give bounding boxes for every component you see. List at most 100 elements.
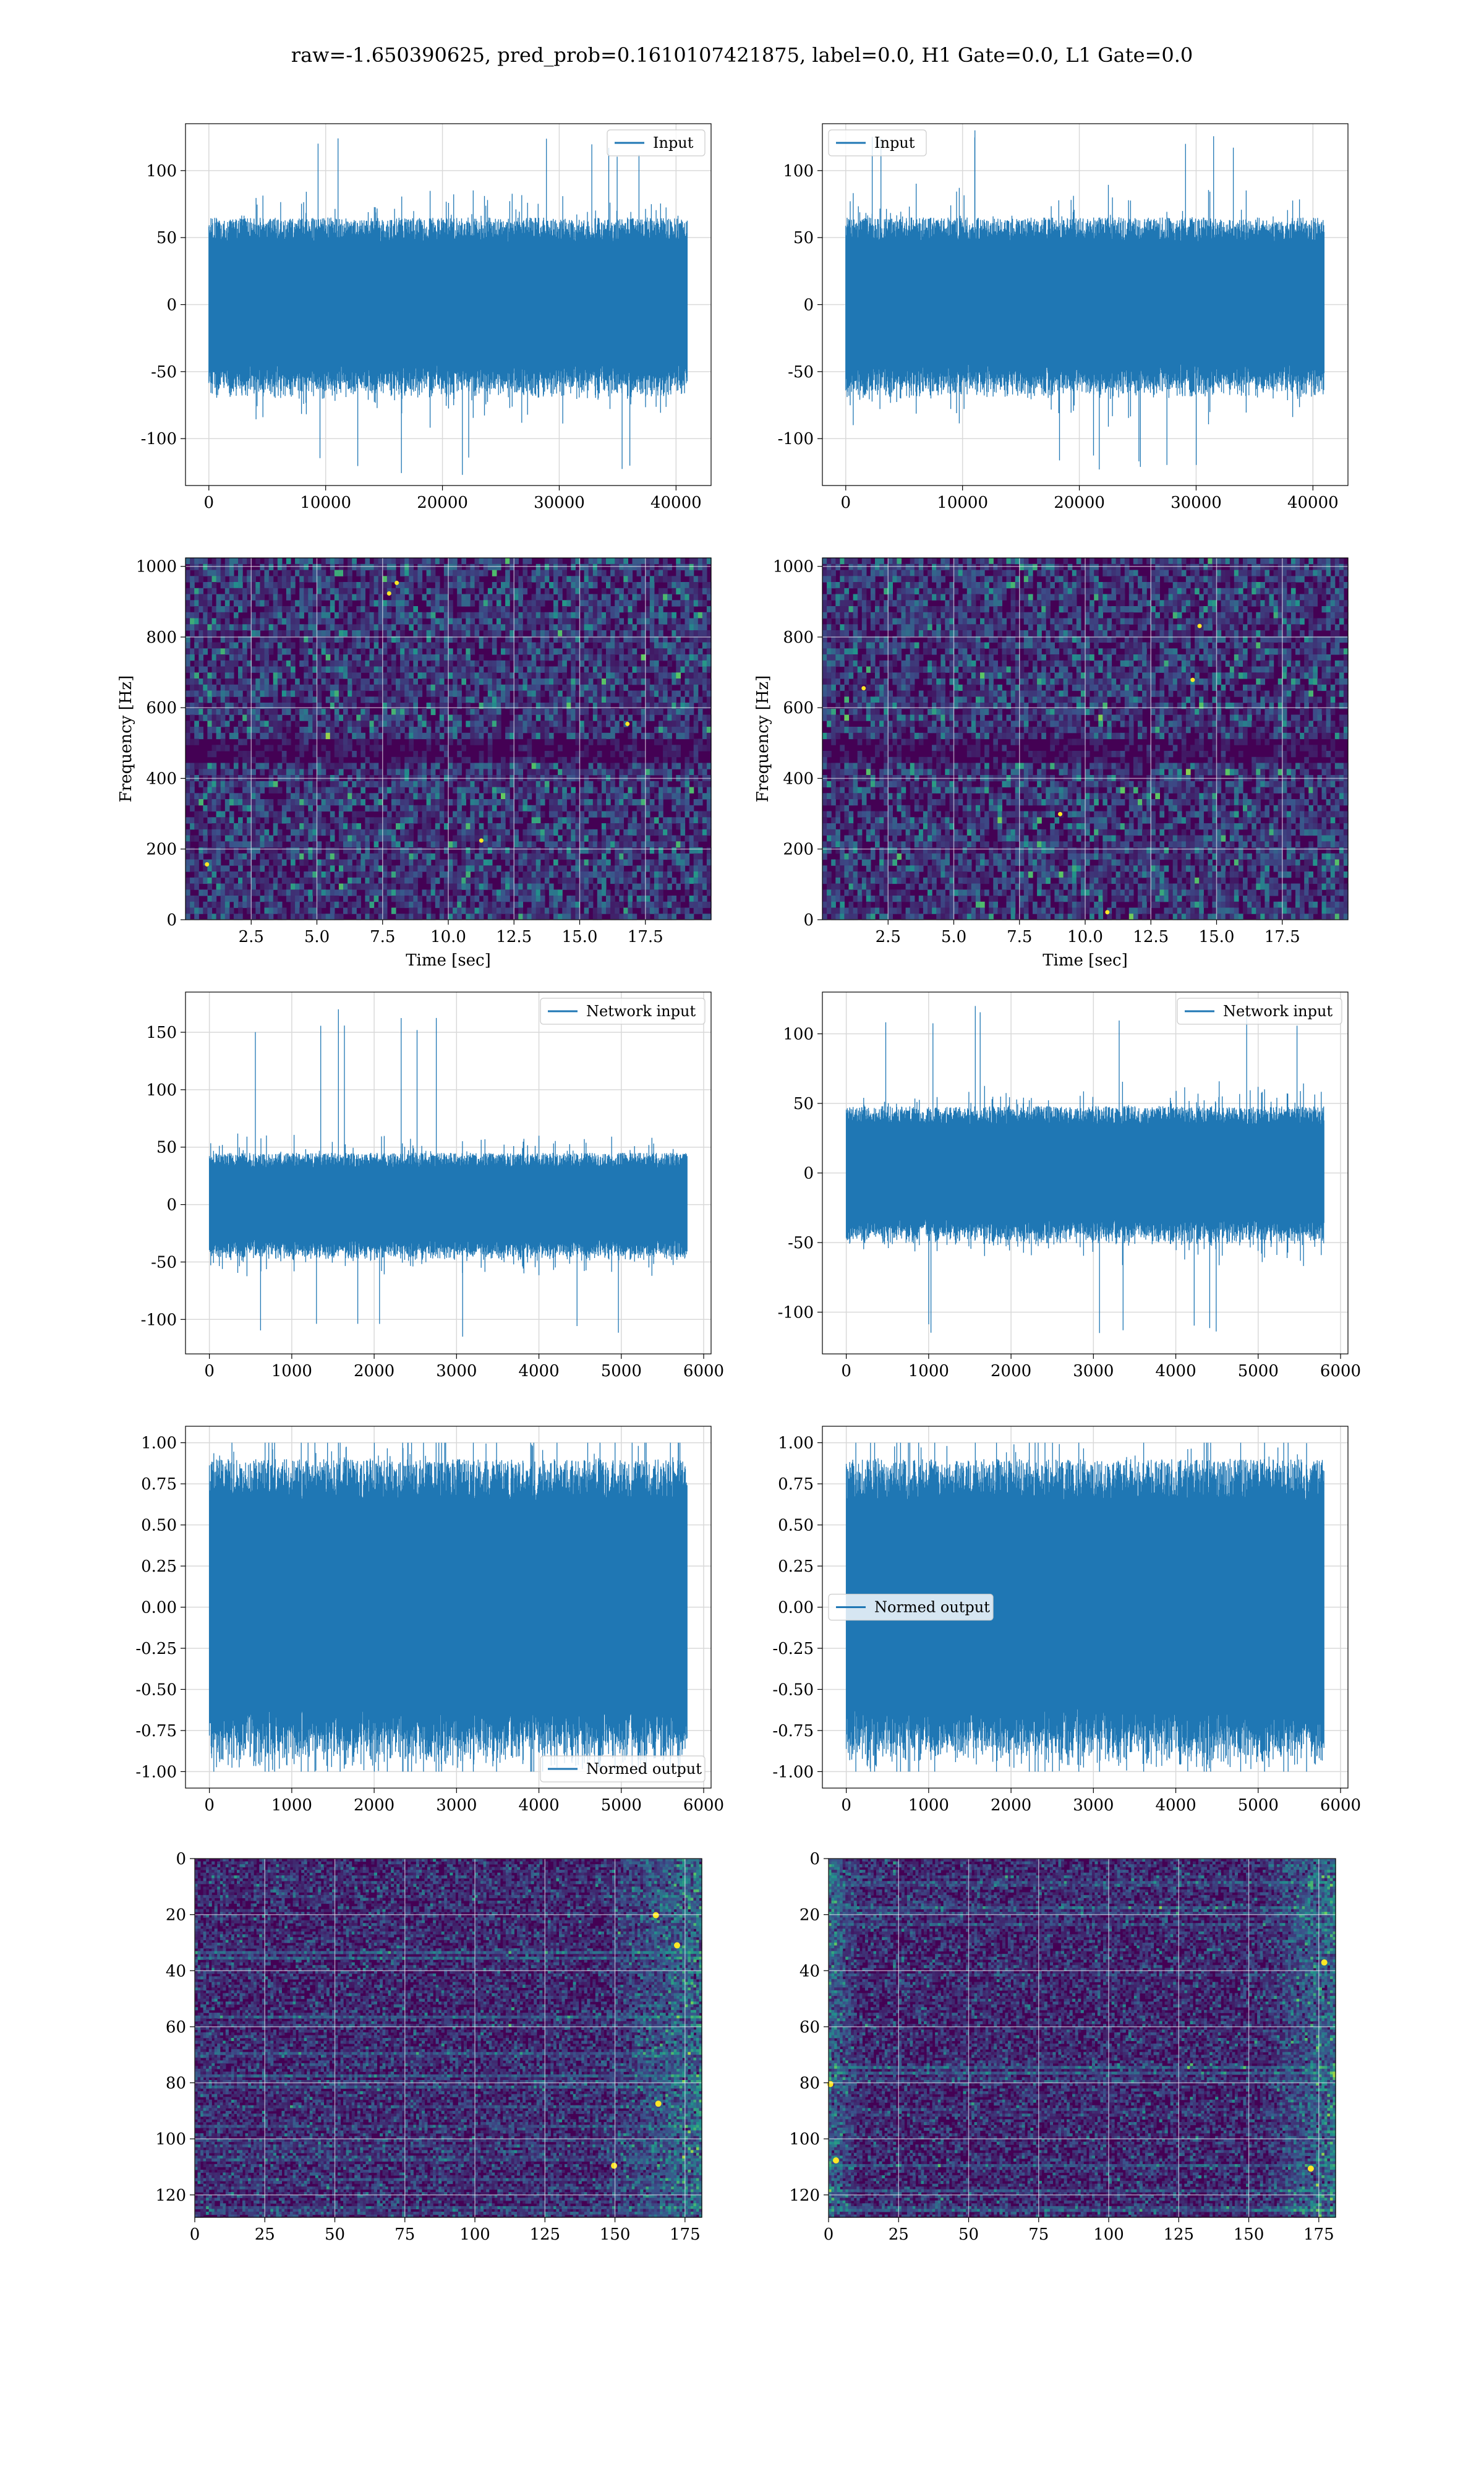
heatmap-cell (606, 684, 611, 691)
heatmap-cell (649, 690, 655, 697)
heatmap-cell (514, 666, 519, 673)
heatmap-cell (207, 877, 213, 884)
heatmap-cell (496, 714, 501, 721)
heatmap-cell (360, 811, 365, 818)
heatmap-cell (667, 576, 672, 583)
heatmap-cell (470, 721, 475, 727)
heatmap-cell (649, 763, 655, 769)
heatmap-cell (667, 751, 672, 758)
heatmap-cell (304, 859, 309, 866)
heatmap-cell (689, 684, 694, 691)
heatmap-cell (579, 678, 585, 685)
heatmap-cell (443, 847, 449, 854)
heatmap-cell (483, 558, 488, 565)
heatmap-cell (304, 624, 309, 631)
heatmap-cell (312, 594, 318, 601)
heatmap-cell (606, 781, 611, 788)
heatmap-cell (461, 594, 466, 601)
heatmap-cell (667, 793, 672, 800)
heatmap-cell (435, 576, 440, 583)
heatmap-cell (571, 763, 576, 769)
heatmap-cell (483, 678, 488, 685)
heatmap-cell (702, 563, 707, 571)
heatmap-cell (663, 883, 668, 890)
heatmap-cell (229, 624, 234, 631)
heatmap-cell (606, 618, 611, 625)
heatmap-cell (194, 763, 199, 769)
heatmap-cell (510, 672, 514, 679)
heatmap-cell (435, 787, 440, 794)
heatmap-cell (553, 612, 558, 619)
heatmap-cell (575, 588, 581, 595)
heatmap-cell (562, 630, 567, 637)
heatmap-cell (641, 612, 646, 619)
heatmap-cell (229, 769, 234, 776)
heatmap-cell (186, 660, 190, 667)
heatmap-cell (281, 811, 287, 818)
heatmap-cell (510, 563, 514, 571)
heatmap-cell (628, 847, 633, 854)
heatmap-cell (273, 600, 278, 607)
heatmap-cell (229, 672, 234, 679)
heatmap-cell (654, 648, 659, 655)
heatmap-cell (216, 654, 221, 661)
heatmap-cell (592, 696, 598, 703)
heatmap-cell (659, 859, 663, 866)
heatmap-cell (632, 721, 638, 727)
heatmap-cell (291, 714, 296, 721)
heatmap-cell (588, 612, 594, 619)
heatmap-cell (632, 660, 638, 667)
heatmap-cell (207, 672, 213, 679)
heatmap-cell (400, 889, 405, 896)
heatmap-cell (435, 732, 440, 740)
heatmap-cell (453, 672, 458, 679)
heatmap-cell (702, 612, 707, 619)
heatmap-cell (615, 787, 620, 794)
heatmap-cell (579, 721, 585, 727)
heatmap-cell (606, 769, 611, 776)
heatmap-cell (592, 624, 598, 631)
heatmap-cell (382, 787, 388, 794)
heatmap-cell (312, 727, 318, 734)
heatmap-cell (360, 799, 365, 806)
heatmap-cell (360, 570, 365, 576)
heatmap-cell (216, 624, 221, 631)
heatmap-cell (623, 708, 628, 716)
heatmap-cell (291, 859, 296, 866)
heatmap-cell (571, 588, 576, 595)
heatmap-cell (457, 666, 462, 673)
heatmap-cell (706, 654, 712, 661)
heatmap-cell (466, 817, 471, 824)
heatmap-cell (422, 721, 427, 727)
heatmap-cell (527, 835, 532, 842)
legend: Input (607, 129, 706, 156)
heatmap-cell (190, 624, 195, 631)
heatmap-cell (566, 781, 571, 788)
heatmap-cell (553, 684, 558, 691)
heatmap-cell (391, 865, 396, 872)
heatmap-cell (522, 648, 528, 655)
heatmap-cell (505, 624, 510, 631)
heatmap-cell (360, 684, 365, 691)
heatmap-cell (518, 618, 523, 625)
heatmap-cell (308, 576, 313, 583)
heatmap-cell (211, 745, 217, 751)
heatmap-cell (343, 805, 348, 812)
heatmap-cell (697, 636, 703, 643)
heatmap-cell (281, 756, 287, 764)
heatmap-cell (553, 889, 558, 896)
heatmap-cell (281, 738, 287, 745)
heatmap-cell (645, 811, 650, 818)
heatmap-cell (474, 630, 480, 637)
heatmap-cell (566, 648, 571, 655)
heatmap-cell (659, 618, 663, 625)
heatmap-cell (510, 805, 514, 812)
heatmap-cell (535, 805, 541, 812)
heatmap-cell (391, 708, 396, 716)
heatmap-cell (615, 817, 620, 824)
heatmap-cell (338, 835, 344, 842)
input-waveform-right-panel: 0 10000 20000 30000 40000 -100 -50 0 50 100 Input (778, 123, 1349, 512)
heatmap-cell (338, 606, 344, 613)
heatmap-cell (501, 799, 506, 806)
heatmap-cell (260, 823, 265, 830)
